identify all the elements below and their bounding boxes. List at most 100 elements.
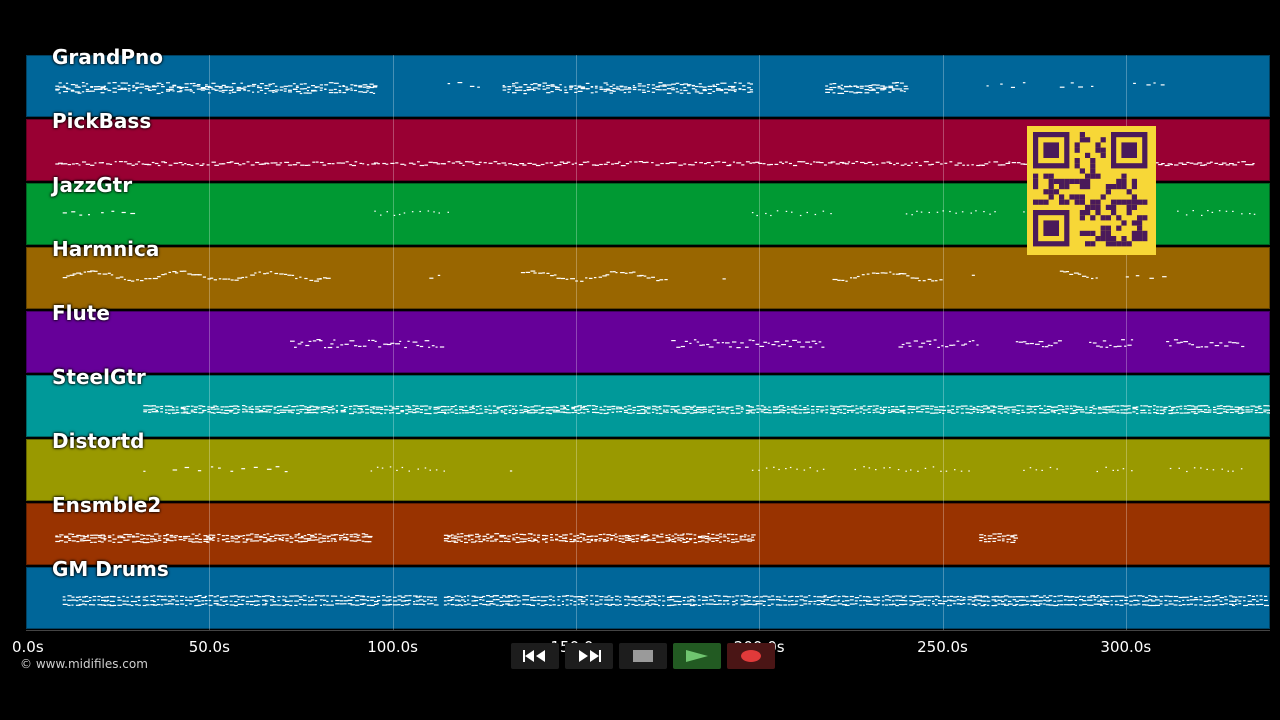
- note-mark: [291, 412, 294, 414]
- track-harmnica[interactable]: Harmnica: [26, 237, 1270, 309]
- note-mark: [120, 88, 125, 90]
- note-mark: [1102, 340, 1107, 342]
- note-mark: [586, 535, 592, 538]
- note-mark: [744, 534, 747, 536]
- note-mark: [193, 408, 198, 411]
- note-mark: [781, 162, 785, 165]
- note-mark: [103, 600, 109, 602]
- note-mark: [489, 537, 493, 539]
- note-mark: [269, 538, 272, 540]
- note-mark: [1050, 406, 1055, 408]
- track-grandpno[interactable]: GrandPno: [26, 45, 1270, 117]
- note-mark: [1264, 595, 1268, 597]
- note-mark: [722, 600, 728, 602]
- note-mark: [441, 409, 444, 411]
- note-mark: [976, 164, 980, 167]
- note-mark: [369, 411, 374, 413]
- note-mark: [1004, 408, 1008, 410]
- note-mark: [788, 600, 791, 602]
- play-button[interactable]: [673, 643, 721, 669]
- note-mark: [667, 599, 671, 601]
- track-distortd[interactable]: Distortd: [26, 429, 1270, 501]
- note-mark: [779, 405, 784, 407]
- note-mark: [234, 595, 238, 597]
- rewind-button[interactable]: [511, 643, 559, 669]
- note-mark: [911, 214, 913, 216]
- note-mark: [791, 411, 796, 413]
- note-mark: [550, 85, 556, 87]
- note-mark: [264, 603, 268, 605]
- note-mark: [281, 534, 286, 536]
- note-mark: [1001, 596, 1005, 598]
- stop-button[interactable]: [619, 643, 667, 669]
- note-mark: [443, 470, 445, 472]
- note-mark: [1168, 405, 1171, 407]
- note-mark: [706, 162, 711, 164]
- track-ensmble2[interactable]: Ensmble2: [26, 493, 1270, 565]
- note-mark: [1021, 409, 1024, 411]
- note-mark: [602, 275, 607, 277]
- track-flute[interactable]: Flute: [26, 301, 1270, 373]
- note-mark: [272, 601, 276, 603]
- note-mark: [689, 408, 694, 410]
- note-mark: [1133, 599, 1138, 601]
- note-mark: [262, 408, 266, 410]
- play-icon: [686, 650, 708, 662]
- tick-label: 300.0s: [1100, 638, 1152, 656]
- note-mark: [1074, 599, 1077, 601]
- qr-module: [1095, 173, 1101, 179]
- note-mark: [993, 412, 996, 414]
- note-mark: [911, 408, 916, 410]
- note-mark: [167, 595, 172, 597]
- note-mark: [537, 599, 541, 601]
- note-mark: [708, 406, 712, 408]
- note-mark: [537, 534, 541, 536]
- note-mark: [250, 540, 255, 542]
- note-mark: [806, 408, 810, 410]
- record-button[interactable]: [727, 643, 775, 669]
- note-mark: [320, 595, 323, 597]
- note-mark: [131, 164, 135, 166]
- note-mark: [339, 534, 344, 537]
- note-mark: [934, 409, 940, 411]
- note-mark: [842, 600, 845, 602]
- note-mark: [361, 540, 365, 542]
- note-mark: [245, 596, 249, 598]
- note-mark: [180, 412, 186, 414]
- note-mark: [451, 534, 454, 536]
- note-mark: [743, 595, 748, 597]
- note-mark: [1057, 405, 1063, 407]
- track-label: GrandPno: [52, 45, 163, 69]
- note-mark: [752, 604, 758, 606]
- note-mark: [310, 536, 315, 538]
- note-mark: [1041, 346, 1044, 348]
- note-mark: [803, 409, 807, 411]
- note-mark: [665, 540, 670, 542]
- note-mark: [86, 539, 91, 541]
- fast-forward-button[interactable]: [565, 643, 613, 669]
- track-steelgtr[interactable]: SteelGtr: [26, 365, 1270, 437]
- note-mark: [141, 163, 145, 165]
- note-mark: [1193, 163, 1199, 165]
- note-mark: [126, 596, 129, 598]
- note-mark: [1016, 162, 1021, 164]
- note-mark: [901, 604, 905, 606]
- note-mark: [888, 599, 892, 601]
- note-mark: [180, 408, 186, 410]
- note-mark: [237, 406, 240, 408]
- note-mark: [805, 162, 809, 164]
- note-mark: [1245, 411, 1251, 413]
- note-mark: [241, 595, 246, 597]
- note-mark: [599, 88, 604, 90]
- note-mark: [1075, 406, 1080, 408]
- note-mark: [1144, 596, 1148, 599]
- qr-module: [1142, 230, 1148, 236]
- note-mark: [942, 210, 944, 212]
- note-mark: [345, 89, 349, 91]
- note-mark: [240, 82, 243, 84]
- note-mark: [846, 409, 852, 411]
- note-mark: [136, 279, 139, 281]
- note-mark: [508, 409, 512, 411]
- note-mark: [83, 537, 86, 539]
- track-gm-drums[interactable]: GM Drums: [26, 557, 1270, 629]
